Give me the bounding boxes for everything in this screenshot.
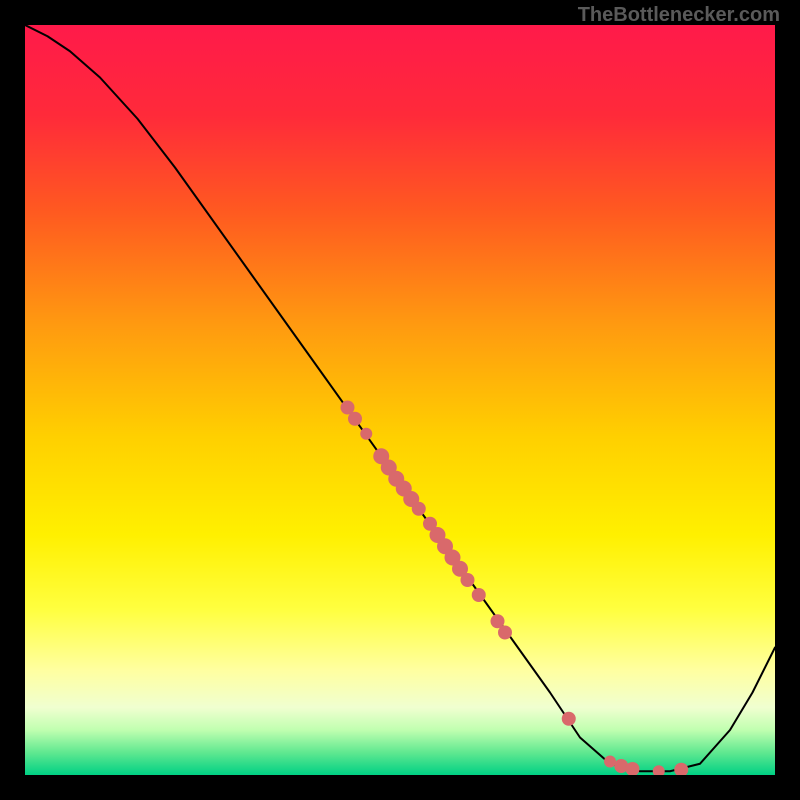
scatter-point [412, 502, 426, 516]
scatter-point [604, 756, 616, 768]
chart-container: TheBottlenecker.com [0, 0, 800, 800]
scatter-points [341, 401, 689, 776]
scatter-point [472, 588, 486, 602]
scatter-point [348, 412, 362, 426]
scatter-point [674, 763, 688, 775]
scatter-point [461, 573, 475, 587]
scatter-point [360, 428, 372, 440]
chart-overlay [25, 25, 775, 775]
bottleneck-curve [25, 25, 775, 771]
scatter-point [498, 626, 512, 640]
watermark-label: TheBottlenecker.com [578, 4, 780, 27]
plot-area [25, 25, 775, 775]
scatter-point [653, 765, 665, 775]
scatter-point [562, 712, 576, 726]
